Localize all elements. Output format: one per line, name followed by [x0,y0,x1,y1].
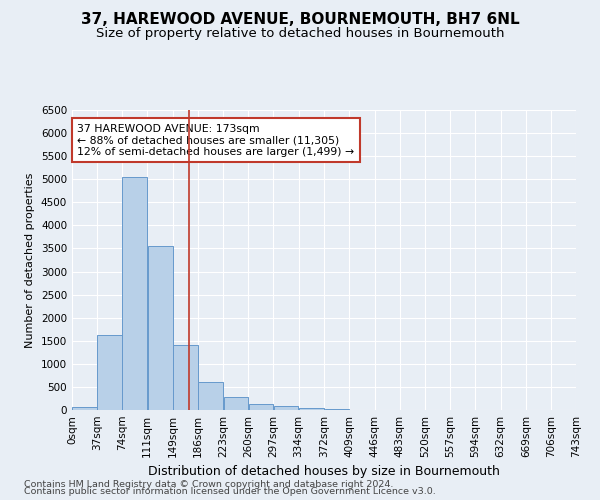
Bar [72,408,97,410]
Bar [97,335,122,410]
Bar [274,406,298,410]
Bar [325,408,349,410]
Bar [299,408,324,410]
Text: Contains public sector information licensed under the Open Government Licence v3: Contains public sector information licen… [24,488,436,496]
Y-axis label: Number of detached properties: Number of detached properties [25,172,35,348]
Text: Contains HM Land Registry data © Crown copyright and database right 2024.: Contains HM Land Registry data © Crown c… [24,480,394,489]
Text: 37 HAREWOOD AVENUE: 173sqm
← 88% of detached houses are smaller (11,305)
12% of : 37 HAREWOOD AVENUE: 173sqm ← 88% of deta… [77,124,355,157]
Bar [148,246,173,410]
Text: 37, HAREWOOD AVENUE, BOURNEMOUTH, BH7 6NL: 37, HAREWOOD AVENUE, BOURNEMOUTH, BH7 6N… [80,12,520,28]
Bar [199,382,223,410]
X-axis label: Distribution of detached houses by size in Bournemouth: Distribution of detached houses by size … [148,466,500,478]
Bar [248,404,273,410]
Bar [122,177,147,410]
Bar [224,397,248,410]
Bar [173,345,198,410]
Text: Size of property relative to detached houses in Bournemouth: Size of property relative to detached ho… [96,28,504,40]
